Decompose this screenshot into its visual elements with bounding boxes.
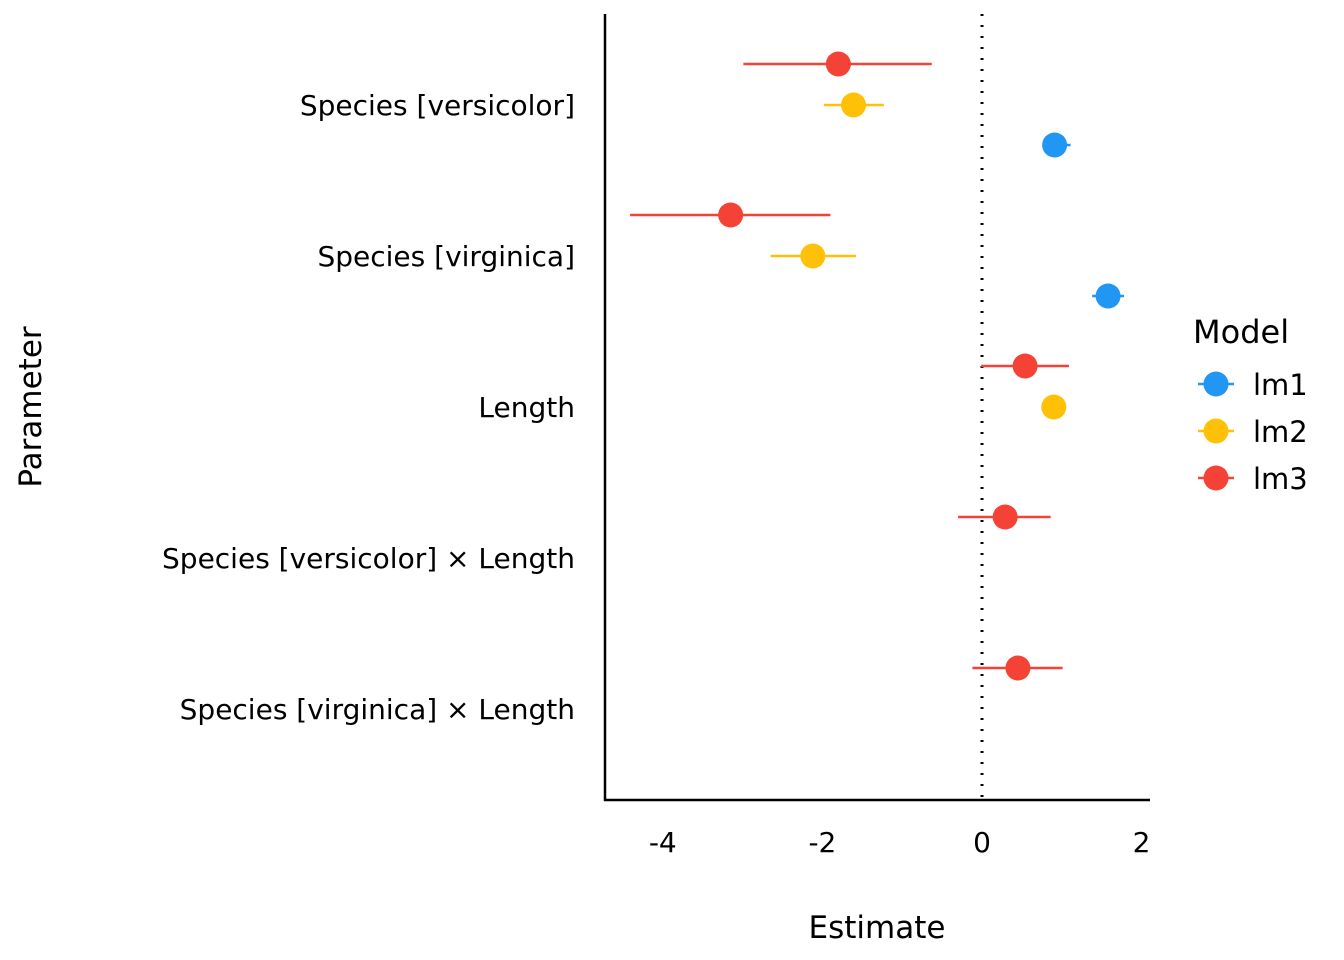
legend-label: lm3 (1253, 462, 1308, 496)
data-point (718, 202, 744, 228)
plot-area (630, 14, 1125, 800)
data-point (992, 504, 1018, 530)
data-point (825, 51, 851, 77)
x-tick-label: 2 (1133, 826, 1151, 859)
y-tick-label: Species [versicolor] (300, 89, 575, 122)
legend: Model lm1 lm2 lm3 (1193, 313, 1308, 496)
y-tick-label: Species [virginica] × Length (180, 693, 575, 726)
legend-key-point (1203, 465, 1229, 491)
legend-label: lm2 (1253, 415, 1308, 449)
y-tick-label: Species [versicolor] × Length (162, 542, 575, 575)
y-tick-label: Length (478, 391, 575, 424)
x-tick-label: -2 (808, 826, 836, 859)
y-axis-title: Parameter (13, 326, 49, 488)
legend-key-point (1203, 418, 1229, 444)
x-tick-labels: -4 -2 0 2 (649, 826, 1151, 859)
x-tick-label: -4 (649, 826, 677, 859)
data-point (1042, 132, 1068, 158)
legend-label: lm1 (1253, 368, 1308, 402)
series-lm1 (1042, 132, 1125, 309)
y-tick-labels: Species [versicolor] Species [virginica] L… (162, 89, 575, 726)
series-lm3 (630, 51, 1069, 681)
legend-title: Model (1193, 313, 1289, 351)
data-point (800, 243, 826, 269)
data-point (841, 92, 867, 118)
data-point (1041, 394, 1067, 420)
x-axis-title: Estimate (809, 910, 946, 946)
data-point (1005, 655, 1031, 681)
legend-item-lm1: lm1 (1198, 368, 1308, 402)
y-tick-label: Species [virginica] (317, 240, 575, 273)
legend-key-point (1203, 371, 1229, 397)
legend-item-lm3: lm3 (1198, 462, 1308, 496)
data-point (1012, 353, 1038, 379)
x-tick-label: 0 (973, 826, 991, 859)
series-lm2 (770, 92, 1067, 420)
legend-item-lm2: lm2 (1198, 415, 1308, 449)
data-point (1095, 283, 1121, 309)
